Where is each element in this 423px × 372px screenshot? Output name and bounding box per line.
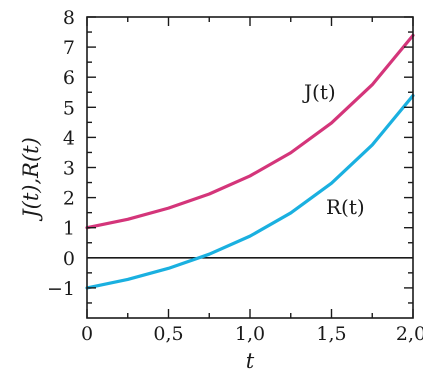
y-tick-label: 5 [63, 97, 75, 119]
ticks-layer: 0 0,5 1,0 1,5 2,0 −1 0 1 2 3 4 5 6 7 8 [47, 7, 423, 345]
series-line-J [85, 33, 415, 230]
x-tick-label: 1,0 [235, 323, 265, 345]
y-tick-label: 3 [63, 158, 75, 180]
series-label-J: J(t) [302, 80, 336, 104]
y-tick-label: 8 [63, 7, 75, 29]
y-axis-label: J(t),R(t) [19, 137, 43, 222]
x-tick-label: 0 [81, 323, 93, 345]
x-axis-label: t [246, 349, 255, 372]
y-tick-label: 1 [63, 218, 75, 240]
y-tick-label: −1 [47, 278, 75, 300]
y-tick-label: 2 [63, 188, 75, 210]
x-tick-label: 1,5 [316, 323, 346, 345]
y-tick-label: 4 [63, 127, 75, 149]
y-tick-label: 0 [63, 248, 75, 270]
y-tick-label: 7 [63, 37, 75, 59]
plot-frame [86, 16, 414, 319]
x-tick-label: 2,0 [396, 323, 423, 345]
series-line-R [85, 93, 415, 290]
x-tick-label: 0,5 [153, 323, 183, 345]
series-label-R: R(t) [326, 195, 365, 219]
series-layer [85, 33, 415, 290]
y-tick-label: 6 [63, 67, 75, 89]
